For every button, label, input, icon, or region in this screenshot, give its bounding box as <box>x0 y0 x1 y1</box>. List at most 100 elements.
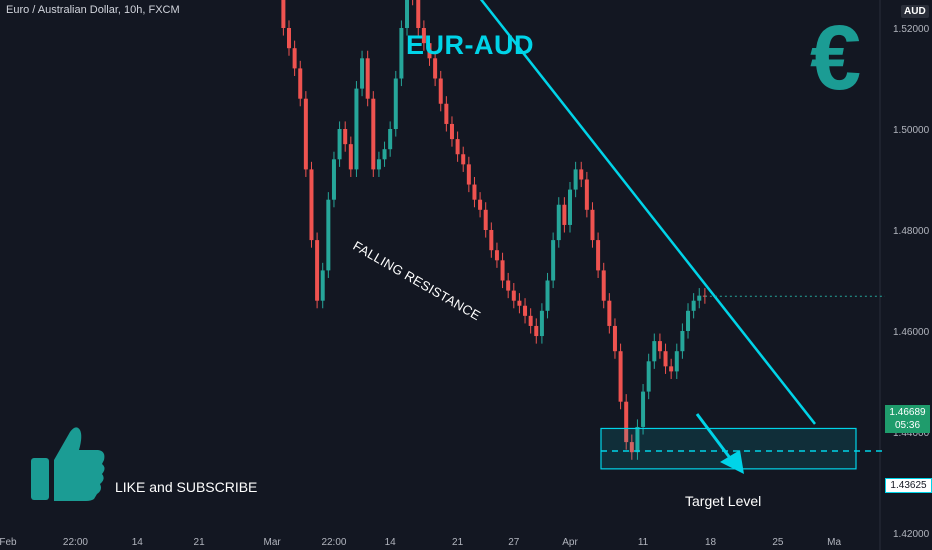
chart-title: EUR-AUD <box>406 30 534 60</box>
candle-body <box>461 154 466 165</box>
candle-body <box>371 98 376 170</box>
candle-body <box>494 250 499 261</box>
candle-body <box>579 169 584 180</box>
candle-body <box>315 240 320 301</box>
x-tick-label: 21 <box>194 537 206 548</box>
candle-body <box>663 351 668 367</box>
candle-body <box>337 129 342 160</box>
current-price-label: 1.46689 05:36 <box>885 405 930 433</box>
currency-badge[interactable]: AUD <box>901 5 929 18</box>
target-price-label: 1.43625 <box>885 478 932 493</box>
euro-icon: € <box>810 7 862 109</box>
x-tick-label: 21 <box>452 537 464 548</box>
candle-body <box>320 270 325 301</box>
candle-body <box>405 0 410 29</box>
candle-body <box>686 310 691 331</box>
candle-body <box>629 442 634 453</box>
candle-body <box>298 68 303 99</box>
candle-body <box>562 204 567 225</box>
candle-body <box>556 204 561 241</box>
candle-body <box>551 240 556 281</box>
candle-body <box>641 391 646 427</box>
target-level-label: Target Level <box>685 493 762 509</box>
candle-body <box>596 240 601 271</box>
candle-body <box>455 139 460 155</box>
candle-body <box>331 159 336 200</box>
candle-body <box>416 0 421 28</box>
x-tick-label: Mar <box>264 537 282 548</box>
candle-body <box>539 310 544 337</box>
y-tick-label: 1.42000 <box>893 529 930 540</box>
candle-body <box>287 28 291 49</box>
candle-body <box>281 0 286 29</box>
candle-body <box>348 144 353 170</box>
candle-body <box>652 341 657 362</box>
candle-body <box>646 361 651 392</box>
candle-body <box>292 48 297 69</box>
x-tick-label: 27 <box>508 537 520 548</box>
candle-body <box>568 189 572 225</box>
x-tick-label: 14 <box>385 537 397 548</box>
candle-body <box>483 209 488 230</box>
candle-body <box>590 209 595 241</box>
candle-body <box>343 129 348 145</box>
x-tick-label: Feb <box>0 537 17 548</box>
candle-body <box>517 300 522 306</box>
candle-body <box>382 149 387 160</box>
candle-body <box>511 290 516 301</box>
candle-body <box>354 88 359 170</box>
candle-body <box>691 300 696 311</box>
candle-body <box>326 199 331 271</box>
target-arrow-head <box>720 450 744 474</box>
candle-body <box>376 159 381 170</box>
symbol-header[interactable]: Euro / Australian Dollar, 10h, FXCM <box>6 4 180 16</box>
x-tick-label: Apr <box>562 537 578 548</box>
candle-body <box>635 426 640 453</box>
candle-body <box>388 129 393 150</box>
x-tick-label: Ma <box>827 537 841 548</box>
candle-body <box>489 230 494 251</box>
x-tick-label: 25 <box>772 537 784 548</box>
y-tick-label: 1.46000 <box>893 327 930 338</box>
candle-body <box>478 199 483 210</box>
x-tick-label: 22:00 <box>321 537 346 548</box>
candle-body <box>444 103 449 124</box>
candle-body <box>433 58 438 79</box>
candle-body <box>523 305 528 316</box>
candle-body <box>421 28 426 44</box>
y-tick-label: 1.48000 <box>893 226 930 237</box>
candle-body <box>607 300 612 326</box>
candle-body <box>545 280 550 311</box>
candle-body <box>680 331 685 352</box>
candle-body <box>399 28 404 79</box>
target-arrow-shaft <box>695 413 735 463</box>
like-subscribe-label: LIKE and SUBSCRIBE <box>115 479 258 495</box>
candle-body <box>472 184 477 200</box>
candle-body <box>309 169 314 241</box>
y-tick-label: 1.52000 <box>893 24 930 35</box>
candle-body <box>601 270 606 301</box>
candle-body <box>500 260 505 281</box>
candle-body <box>449 123 454 140</box>
candle-body <box>466 164 471 185</box>
x-tick-label: 11 <box>638 537 649 548</box>
candle-body <box>657 341 662 352</box>
candle-body <box>584 179 589 210</box>
candle-body <box>393 78 398 129</box>
y-tick-label: 1.44000 <box>893 428 930 439</box>
candle-body <box>674 351 679 372</box>
candle-body <box>618 351 623 402</box>
candle-body <box>303 98 308 170</box>
candle-body <box>573 169 578 190</box>
candle-body <box>624 401 629 443</box>
x-tick-label: 14 <box>132 537 144 548</box>
candle-body <box>669 366 674 372</box>
candle-body <box>697 295 702 301</box>
candle-body <box>365 58 370 99</box>
candle-body <box>528 315 533 326</box>
candle-body <box>506 280 511 291</box>
falling-resistance-line <box>479 0 816 425</box>
x-tick-label: 18 <box>705 537 717 548</box>
candle-body <box>438 78 443 104</box>
